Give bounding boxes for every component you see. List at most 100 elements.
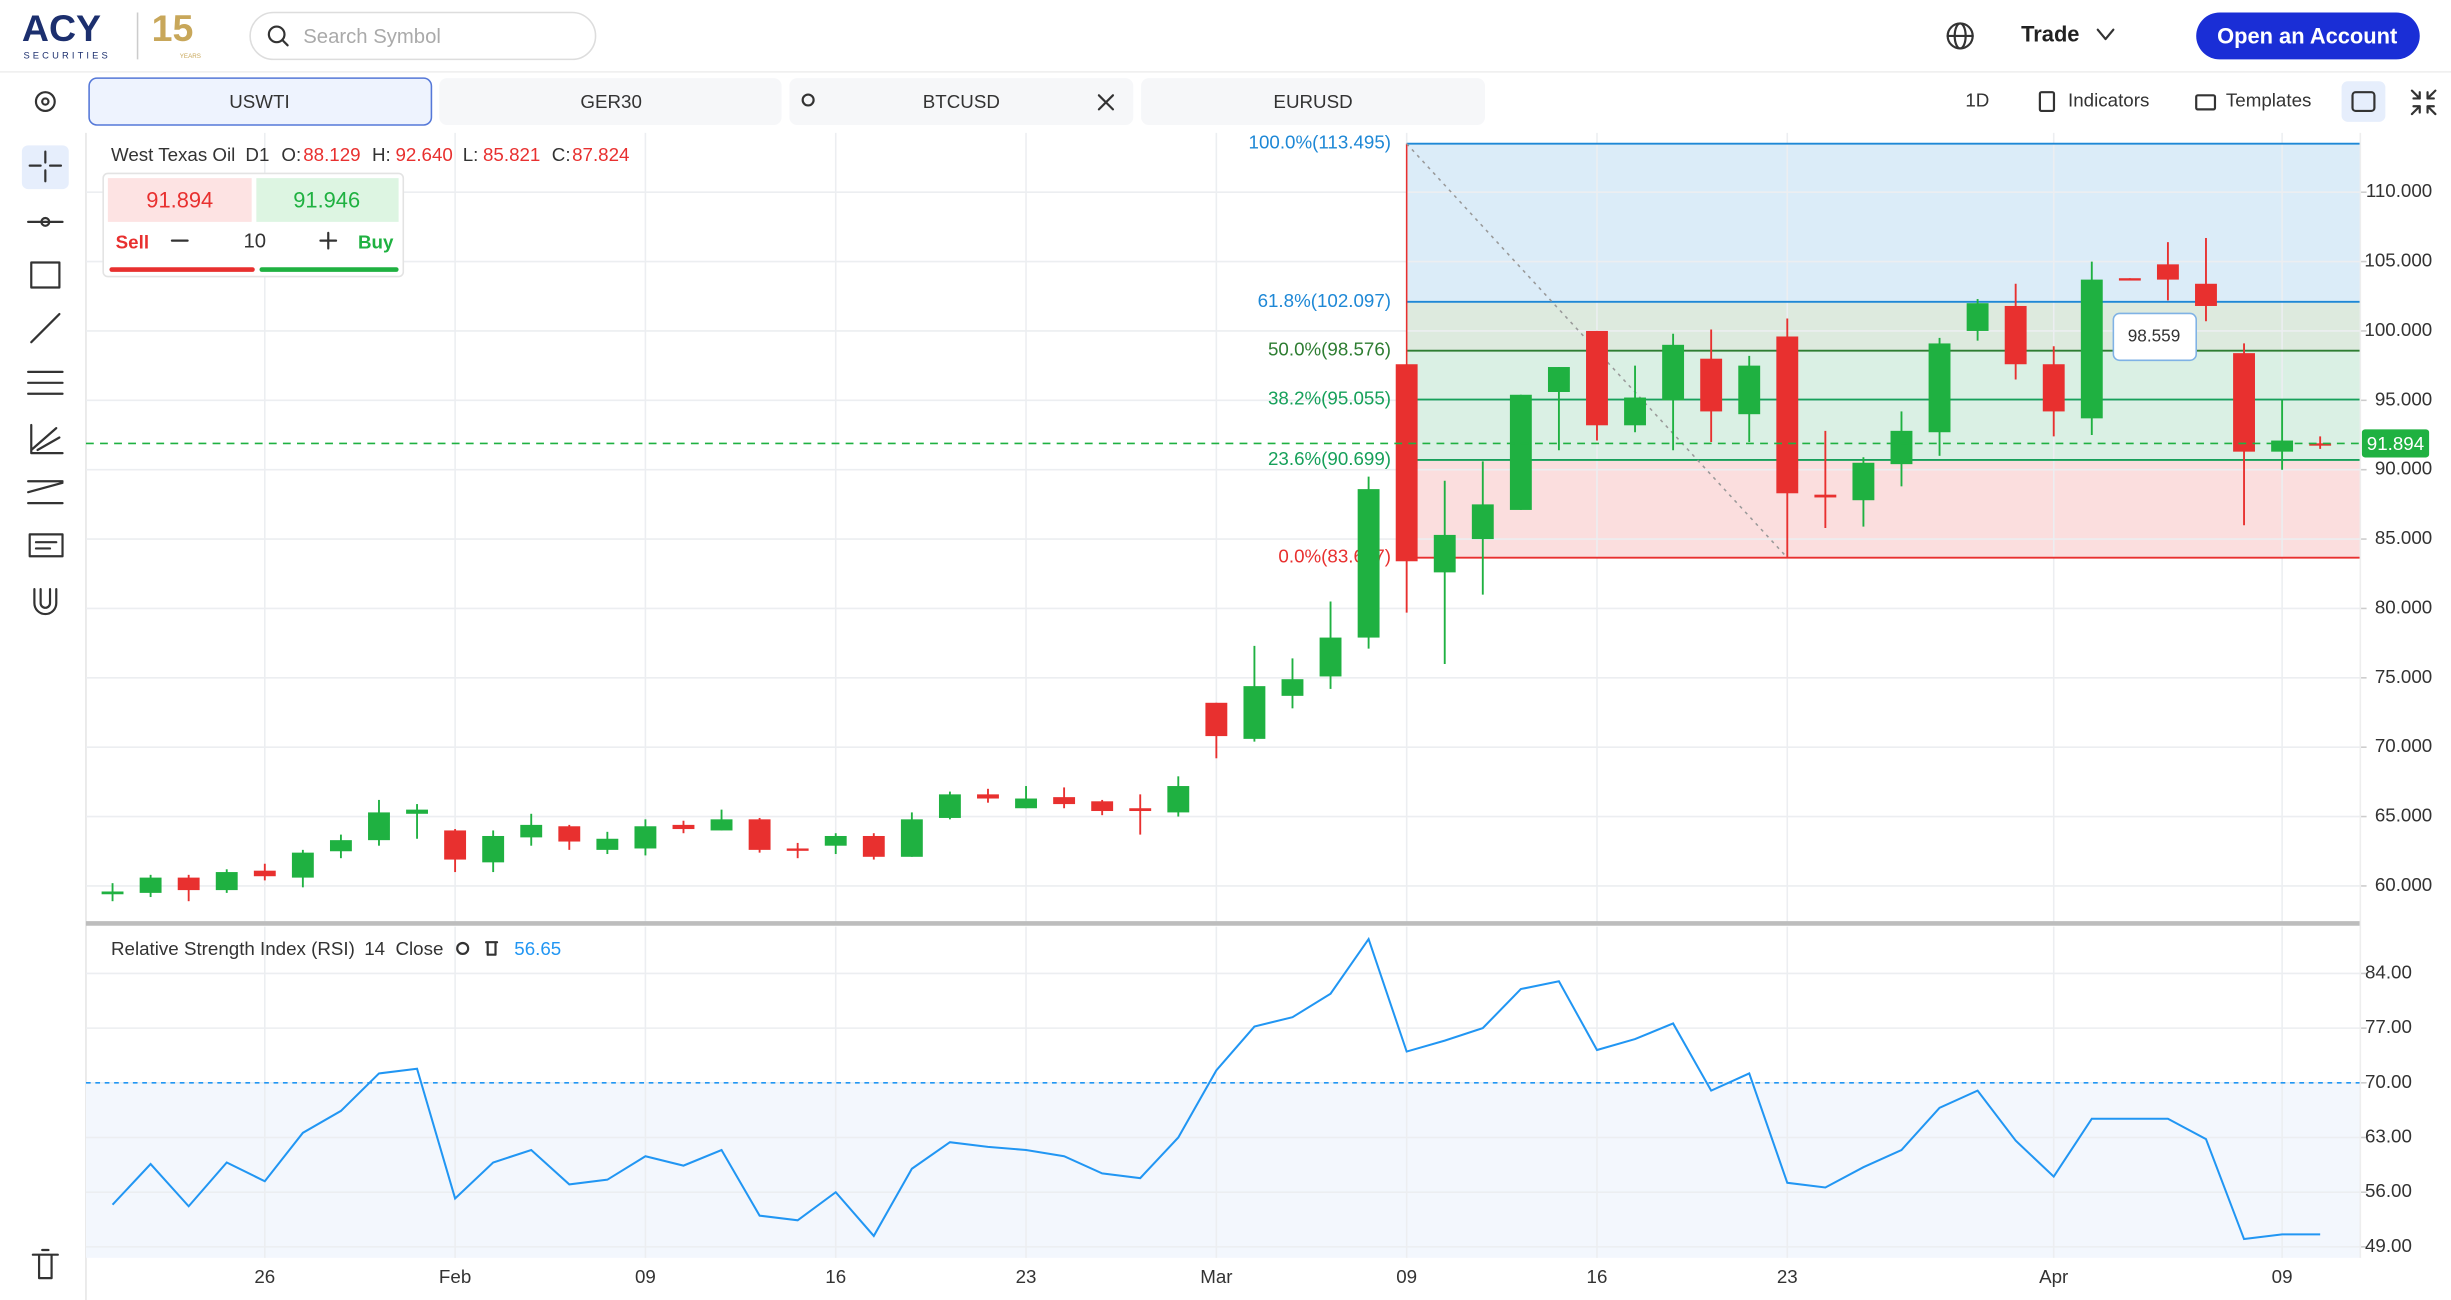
candle-body — [1015, 798, 1037, 809]
candle-body — [634, 826, 657, 849]
candle-body — [2233, 353, 2255, 452]
candle-body — [672, 824, 695, 830]
candle-body — [558, 826, 581, 842]
candle-body — [139, 877, 162, 893]
y-tick-label: 65.000 — [2375, 805, 2432, 826]
candle-body — [1167, 786, 1190, 813]
sell-box[interactable] — [107, 178, 252, 222]
candle-body — [520, 824, 543, 838]
indicator-delete[interactable] — [485, 941, 499, 956]
crosshair-tooltip — [2112, 312, 2197, 362]
axes: 60.000 65.000 70.000 75.000 80.000 85.000 90.0… — [254, 180, 2432, 1287]
tab-label: BTCUSD — [923, 91, 1000, 112]
drawing-toolbar — [21, 132, 87, 1300]
candle-body — [1586, 330, 1608, 426]
cta-button[interactable] — [2196, 12, 2420, 60]
header: ACY SECURITIES 15 YEARS Search Symbol Tr… — [22, 7, 2420, 61]
fib-label: 100.0%(113.495) — [1249, 132, 1391, 153]
fan-tool[interactable] — [30, 423, 64, 455]
sell-label[interactable]: Sell — [116, 232, 149, 253]
tool-active[interactable] — [21, 145, 69, 190]
candle-body — [1395, 364, 1418, 562]
brand: ACY — [22, 7, 101, 49]
candle-body — [1966, 303, 1989, 331]
ohlc-label: C: — [552, 144, 571, 165]
tab[interactable] — [88, 77, 433, 126]
candle-body — [1547, 367, 1570, 392]
candle-body — [2195, 283, 2217, 306]
buy-label[interactable]: Buy — [358, 232, 394, 253]
candle-body — [748, 819, 771, 850]
settings-icon[interactable] — [34, 91, 56, 113]
y-tick-label: 100.000 — [2364, 319, 2432, 340]
fib-label: 61.8%(102.097) — [1258, 290, 1391, 311]
search-box[interactable] — [249, 11, 597, 61]
candle-body — [1129, 808, 1152, 812]
candle-body — [1928, 343, 1951, 433]
rect-tool[interactable] — [30, 261, 61, 289]
ohlc-value: 88.129 — [303, 144, 360, 165]
price-legend: West Texas Oil D1 O: 88.129 H: 92.640 L:… — [111, 144, 629, 165]
text-tool — [34, 541, 58, 550]
rsi-line — [111, 936, 2321, 1241]
y-tick-label: 70.00 — [2365, 1071, 2412, 1092]
tab-close[interactable] — [1097, 94, 1115, 111]
indicators[interactable]: Indicators — [2068, 90, 2149, 111]
candle-body — [710, 819, 733, 831]
candle-body — [1053, 797, 1076, 805]
candle-body — [329, 840, 352, 852]
y-tick-label: 60.000 — [2375, 874, 2432, 895]
candle-body — [1738, 365, 1761, 415]
templates[interactable]: Templates — [2226, 90, 2311, 111]
hline-tool — [40, 216, 51, 227]
search-placeholder: Search Symbol — [303, 26, 441, 48]
menu-trade[interactable]: Trade — [2021, 22, 2079, 47]
buy-box[interactable] — [256, 178, 399, 222]
tab-label: GER30 — [580, 91, 642, 112]
instrument-name: West Texas Oil — [111, 144, 235, 165]
fib-tool[interactable] — [27, 370, 64, 395]
candle-body — [482, 835, 505, 863]
tab[interactable] — [1141, 78, 1485, 125]
x-tick-label: 23 — [1016, 1266, 1037, 1287]
candle-body — [2309, 443, 2332, 446]
candle-body — [862, 835, 885, 857]
x-tick-label: 09 — [1396, 1266, 1417, 1287]
fib-label: 50.0%(98.576) — [1268, 339, 1391, 360]
indicator-settings[interactable] — [456, 941, 470, 955]
increment[interactable] — [319, 231, 338, 250]
x-tick-label: 09 — [2272, 1266, 2293, 1287]
candle-body — [977, 794, 999, 799]
quantity[interactable]: 10 — [244, 231, 267, 253]
y-tick-label: 75.000 — [2375, 666, 2432, 687]
fib-zone — [1406, 399, 2361, 460]
anniversary: 15 — [152, 7, 194, 49]
collapse-icon[interactable] — [2410, 89, 2437, 116]
indicator-name: Relative Strength Index (RSI) — [111, 938, 355, 959]
tab[interactable] — [439, 78, 782, 125]
candle-body — [900, 819, 923, 857]
ohlc-value: 92.640 — [395, 144, 452, 165]
layout-button[interactable] — [2341, 81, 2386, 122]
trendline-tool[interactable] — [30, 312, 61, 344]
indicator-value: 56.65 — [514, 938, 561, 959]
trash-tool[interactable] — [31, 1248, 59, 1280]
x-tick-label: 26 — [254, 1266, 275, 1287]
timeframe[interactable]: 1D — [1965, 90, 1989, 111]
candle-body — [786, 848, 809, 851]
fib-label: 23.6%(90.699) — [1268, 448, 1391, 469]
candle-body — [2004, 305, 2027, 365]
magnet-tool[interactable] — [33, 587, 58, 616]
text-tool[interactable] — [28, 533, 64, 558]
templates-icon — [2195, 94, 2217, 111]
y-tick-label: 80.000 — [2375, 596, 2432, 617]
candle-body — [2271, 440, 2294, 452]
settings-icon — [41, 97, 50, 106]
candle-body — [368, 812, 390, 841]
crosshair-tool — [28, 150, 63, 183]
channel-tool[interactable] — [27, 480, 64, 505]
plot-background — [85, 143, 2361, 1258]
tab[interactable] — [789, 78, 1134, 125]
candle-body — [938, 794, 961, 818]
